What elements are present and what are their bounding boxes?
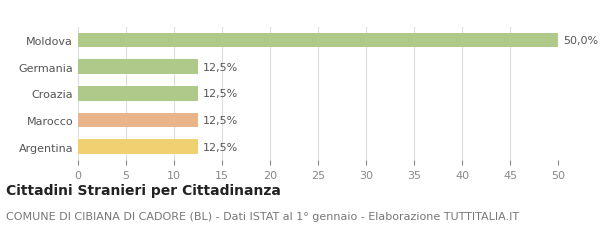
Text: 12,5%: 12,5% [203, 115, 238, 125]
Text: 50,0%: 50,0% [563, 36, 598, 46]
Bar [78, 87, 198, 101]
Bar [78, 33, 558, 48]
Text: Cittadini Stranieri per Cittadinanza: Cittadini Stranieri per Cittadinanza [6, 183, 281, 197]
Text: 12,5%: 12,5% [203, 142, 238, 152]
Bar [78, 113, 198, 128]
Text: 12,5%: 12,5% [203, 62, 238, 72]
Text: COMUNE DI CIBIANA DI CADORE (BL) - Dati ISTAT al 1° gennaio - Elaborazione TUTTI: COMUNE DI CIBIANA DI CADORE (BL) - Dati … [6, 211, 519, 221]
Text: 12,5%: 12,5% [203, 89, 238, 99]
Bar [78, 60, 198, 75]
Bar [78, 140, 198, 154]
